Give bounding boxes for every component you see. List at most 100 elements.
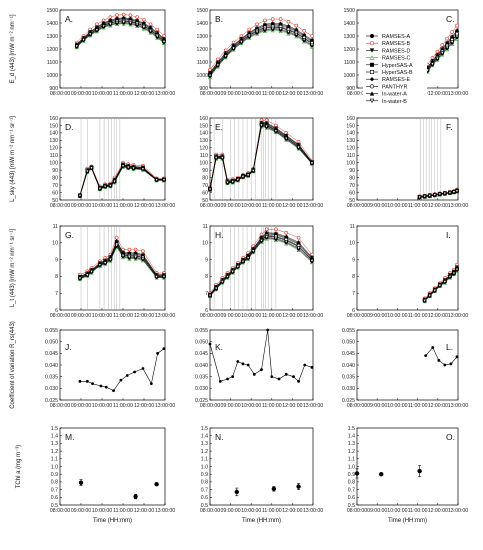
series-point-in-water-b — [103, 184, 108, 189]
x-tick-label: 10:00:00 — [92, 403, 112, 409]
series-point-in-water-b — [161, 178, 166, 183]
x-tick-label: 08:00:00 — [50, 313, 70, 319]
y-tick-label: 140 — [346, 131, 355, 137]
panel-letter: H. — [215, 230, 224, 240]
y-tick-label: 6 — [205, 308, 208, 314]
series-point-in-water-a — [264, 120, 269, 125]
series-point-ramses-b — [450, 30, 454, 34]
series-point-in-water-b — [442, 191, 447, 196]
panel-frame — [59, 427, 166, 506]
y-tick-label: 9 — [352, 257, 355, 263]
y-tick-label: 1100 — [344, 60, 355, 66]
x-tick-label: 09:00:00 — [220, 203, 240, 209]
y-tick-label: 0.8 — [51, 480, 58, 486]
series-point-in-water-b — [247, 34, 252, 39]
x-tick-label: 10:00:00 — [241, 403, 261, 409]
x-tick-label: 10:00:00 — [387, 203, 407, 209]
panel-G: 6 7 8 9 10 11 08:00:00 09:00:00 10:00:00 11:00:00… — [50, 224, 175, 319]
panel-frame — [209, 427, 314, 506]
y-tick-label: 0.025 — [45, 398, 58, 404]
series-point-in-water-b — [264, 235, 269, 240]
legend: RAMSES-ARAMSES-BRAMSES-DRAMSES-CHyperSAS… — [363, 31, 427, 106]
y-tick-label: 150 — [49, 123, 58, 129]
y-tick-label: 10 — [52, 241, 58, 247]
series-point-in-water-b — [284, 136, 289, 141]
x-tick-label: 10:00:00 — [92, 508, 112, 514]
x-tick-label: 10:00:00 — [241, 508, 261, 514]
panel-letter: B. — [215, 14, 223, 24]
x-tick-label: 13:00:00 — [303, 91, 323, 97]
y-tick-label: 0.5 — [348, 503, 355, 509]
y-tick-label: 900 — [49, 86, 58, 92]
series-point-in-water-a — [278, 21, 283, 26]
cv-point — [208, 342, 212, 346]
x-axis-label: Time (HH:mm) — [242, 518, 281, 524]
y-tick-label: 0.035 — [342, 374, 355, 380]
panel-letter: F. — [446, 122, 453, 132]
y-tick-label: 1.2 — [348, 449, 355, 455]
series-point-in-water-a — [108, 17, 113, 22]
y-tick-label: 1.2 — [201, 449, 208, 455]
cv-point — [424, 354, 428, 358]
panel-letter: O. — [446, 432, 455, 442]
series-point-in-water-b — [223, 54, 228, 59]
cv-point — [78, 379, 82, 383]
panel-L: 0.025 0.030 0.035 0.040 0.045 0.050 0.055 08:00… — [342, 328, 468, 409]
panel-frame — [356, 427, 459, 506]
series-point-in-water-b — [214, 156, 219, 161]
y-tick-label: 0.9 — [348, 472, 355, 478]
series-point-in-water-b — [309, 43, 314, 48]
legend-label: HyperSAS-B — [382, 70, 413, 76]
y-tick-label: 1.1 — [51, 457, 58, 463]
panel-letter: L. — [446, 342, 453, 352]
y-tick-label: 0.055 — [342, 328, 355, 334]
series-point-in-water-a — [284, 234, 289, 239]
series-point-in-water-b — [450, 40, 455, 45]
x-tick-label: 11:00:00 — [113, 313, 133, 319]
y-tick-label: 1.0 — [51, 464, 58, 470]
y-tick-label: 150 — [199, 123, 208, 129]
cv-point — [99, 384, 103, 388]
series-point-in-water-b — [278, 27, 283, 32]
x-tick-label: 08:00:00 — [50, 508, 70, 514]
y-tick-label: 160 — [199, 116, 208, 122]
y-tick-label: 0.6 — [201, 495, 208, 501]
series-point-ramses-b — [263, 18, 267, 23]
series-point-in-water-b — [447, 191, 452, 196]
series-point-in-water-a — [455, 28, 459, 33]
series-point-ramses-b — [264, 227, 269, 232]
legend-marker — [369, 77, 375, 82]
series-point-in-water-a — [259, 234, 264, 239]
series-point-in-water-b — [141, 25, 146, 30]
legend-marker — [369, 41, 374, 46]
series-point-ramses-b — [127, 247, 132, 252]
y-tick-label: 8 — [205, 274, 208, 280]
legend-label: RAMSES-A — [382, 34, 411, 40]
x-tick-label: 09:00:00 — [367, 203, 387, 209]
y-tick-label: 1100 — [197, 60, 208, 66]
series-point-in-water-b — [208, 187, 212, 192]
chl-point — [133, 494, 138, 499]
x-tick-label: 13:00:00 — [303, 403, 323, 409]
y-tick-label: 100 — [346, 161, 355, 167]
series-point-ramses-b — [270, 17, 275, 21]
panel-O: 0.5 0.6 0.70.8 0.9 1.01.1 1.2 1.31.4 1.5 08:00:0… — [347, 426, 468, 524]
cv-line — [425, 346, 458, 366]
y-tick-label: 0.030 — [195, 386, 208, 392]
panel-frame — [356, 329, 459, 401]
cv-point — [141, 367, 145, 370]
y-tick-label: 0.6 — [348, 495, 355, 501]
cv-point — [226, 377, 229, 381]
y-axis-label-row-4: Coefficient of variation R_rs(443) — [10, 321, 16, 409]
cv-point — [252, 372, 256, 376]
y-tick-label: 8 — [352, 274, 355, 280]
series-point-in-water-b — [88, 32, 93, 37]
series-point-in-water-b — [108, 257, 113, 262]
y-tick-label: 0.035 — [45, 374, 58, 380]
series-point-in-water-b — [296, 246, 301, 251]
y-tick-label: 0.5 — [51, 503, 58, 509]
y-tick-label: 1.0 — [348, 464, 355, 470]
x-tick-label: 13:00:00 — [303, 313, 323, 319]
